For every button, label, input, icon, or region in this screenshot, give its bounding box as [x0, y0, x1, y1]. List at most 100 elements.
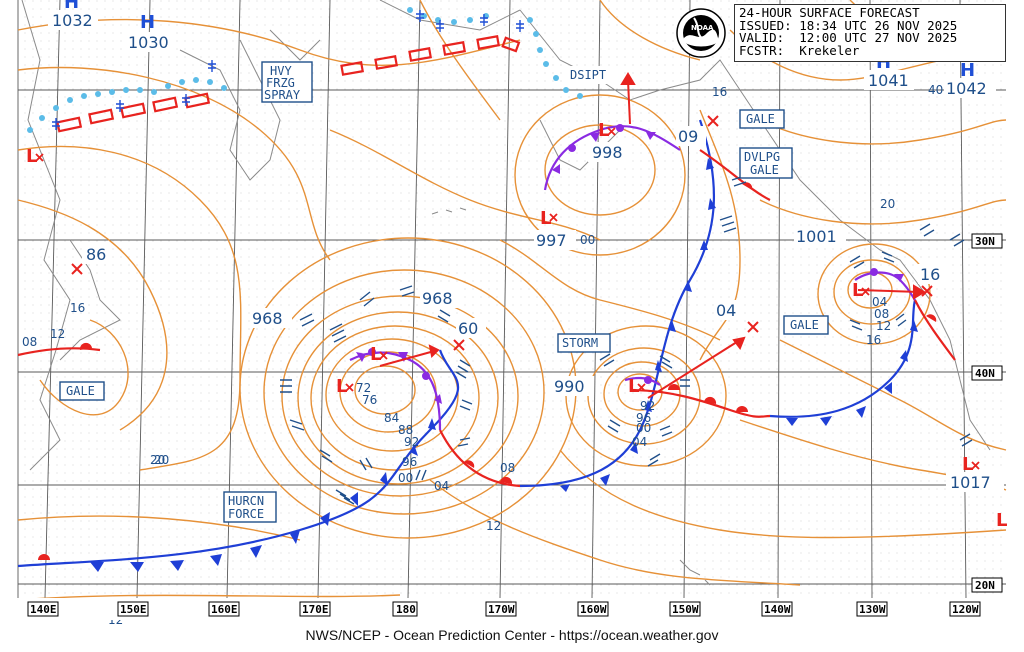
- high-letter-1032: H: [64, 0, 79, 13]
- forecast-forecaster: FCSTR: Krekeler: [739, 42, 860, 58]
- low-value-1001: 1001: [796, 227, 837, 246]
- isobar-label: 16: [70, 301, 85, 315]
- ice-edge: [27, 7, 583, 133]
- low-letter-edge: L: [996, 510, 1007, 531]
- isobar-label: 04: [434, 479, 449, 493]
- svg-text:NOAA: NOAA: [691, 24, 714, 32]
- low-letter-far-west: L: [26, 146, 37, 167]
- forecast-issued: ISSUED: 18:34 UTC 26 NOV 2025: [739, 17, 958, 33]
- lon-label: 120W: [952, 603, 979, 616]
- warning-hvy-frzg-spray-l1: HVY: [270, 64, 292, 78]
- isobar-label: 04: [872, 295, 887, 309]
- warning-storm: STORM: [562, 336, 598, 350]
- low-letter-1017: L: [962, 454, 973, 475]
- low-value-968a: 968: [252, 309, 283, 328]
- warning-hurcn-force-l1: HURCN: [228, 494, 264, 508]
- isobar-label: 12: [50, 327, 65, 341]
- warning-gale-2: GALE: [790, 318, 819, 332]
- isobar-label: 08: [22, 335, 37, 349]
- page-footer: NWS/NCEP - Ocean Prediction Center - htt…: [305, 627, 719, 643]
- high-letter-1042: H: [960, 60, 975, 81]
- warning-gale: GALE: [746, 112, 775, 126]
- isobar-label: 76: [362, 393, 377, 407]
- isobar-label: 00: [636, 421, 651, 435]
- pressure-labels: 1032 1030 1041 1042 1017 998 997 968 968…: [48, 10, 1004, 492]
- storm-wind-barbs: [280, 175, 973, 505]
- isobar-label: 16: [712, 85, 727, 99]
- warning-labels: HVY FRZG SPRAY GALE DVLPG GALE STORM GAL…: [59, 61, 829, 523]
- low-value-86: 86: [86, 245, 106, 264]
- low-value-09: 09: [678, 127, 698, 146]
- isobar-label: 92: [404, 435, 419, 449]
- warning-hurcn-force-l2: FORCE: [228, 507, 264, 521]
- warning-dvlpg-gale-l2: GALE: [750, 163, 779, 177]
- high-value-1030: 1030: [128, 33, 169, 52]
- isobar-label: 16: [866, 333, 881, 347]
- isobar-label: 96: [402, 455, 417, 469]
- occluded-front-symbols: [356, 124, 904, 404]
- high-letter-1030: H: [140, 12, 155, 33]
- isobar-label: 96: [636, 411, 651, 425]
- low-symbols: L L L L L L L L L: [26, 120, 1007, 531]
- low-letter-l997: L: [540, 208, 551, 229]
- isobar-label: 12: [876, 319, 891, 333]
- low-letter-l1001: L: [852, 280, 863, 301]
- lat-label: 30N: [975, 235, 995, 248]
- lon-label: 160E: [211, 603, 238, 616]
- freezing-spray-areas: [56, 35, 521, 133]
- isobar-label: 04: [632, 435, 647, 449]
- isobar-label: 00: [580, 233, 595, 247]
- lon-label: 160W: [580, 603, 607, 616]
- isobar-labels: 16 20 12 08 04 00 96 92 88 84 76 72 12 1…: [22, 83, 943, 627]
- high-value-1017: 1017: [950, 473, 991, 492]
- low-letter-l968b: L: [336, 376, 347, 397]
- low-value-60: 60: [458, 319, 478, 338]
- low-value-990: 990: [554, 377, 585, 396]
- latitude-axis: 30N 40N 20N: [971, 233, 1003, 593]
- warning-gale-3: GALE: [66, 384, 95, 398]
- longitude-axis: 140E 150E 160E 170E 180 170W 160W 150W 1…: [18, 598, 1006, 620]
- warning-hvy-frzg-spray-l2: FRZG: [266, 76, 295, 90]
- isobar-label: 72: [356, 381, 371, 395]
- lon-label: 140W: [764, 603, 791, 616]
- warning-hvy-frzg-spray-l3: SPRAY: [264, 88, 301, 102]
- lat-label: 20N: [975, 579, 995, 592]
- isobar-label: 92: [640, 399, 655, 413]
- lon-label: 180: [396, 603, 416, 616]
- isobar-label: 00: [398, 471, 413, 485]
- isobar-label: 88: [398, 423, 413, 437]
- high-value-1041: 1041: [868, 71, 909, 90]
- forecast-valid: VALID: 12:00 UTC 27 NOV 2025: [739, 30, 958, 45]
- isobar-label: 12: [486, 519, 501, 533]
- isobar-label: 84: [384, 411, 399, 425]
- low-value-16: 16: [920, 265, 940, 284]
- low-value-968b: 968: [422, 289, 453, 308]
- low-letter-l990: L: [628, 376, 639, 397]
- low-x-marks: [71, 115, 933, 351]
- forecast-title: 24-HOUR SURFACE FORECAST: [739, 5, 920, 20]
- ice-accretion-symbols: [52, 10, 524, 130]
- low-value-997: 997: [536, 231, 567, 250]
- forecast-info-box: 24-HOUR SURFACE FORECAST ISSUED: 18:34 U…: [734, 4, 1006, 62]
- isobar-label: 20: [150, 453, 165, 467]
- lon-label: 130W: [859, 603, 886, 616]
- lon-label: 170W: [488, 603, 515, 616]
- low-center-x: [35, 127, 980, 470]
- lon-label: 170E: [302, 603, 329, 616]
- low-value-04: 04: [716, 301, 736, 320]
- lon-label: 150E: [120, 603, 147, 616]
- low-letter-l968: L: [370, 344, 381, 365]
- cold-front-teeth: [90, 158, 918, 572]
- high-value-1042: 1042: [946, 79, 987, 98]
- isobar-label: 20: [154, 453, 169, 467]
- noaa-logo: NOAA: [676, 8, 726, 58]
- lon-label: 140E: [30, 603, 57, 616]
- isobar-label: 08: [500, 461, 515, 475]
- high-value-1032: 1032: [52, 11, 93, 30]
- isobar-label: 40: [928, 83, 943, 97]
- lat-label: 40N: [975, 367, 995, 380]
- lon-label: 150W: [672, 603, 699, 616]
- low-value-998: 998: [592, 143, 623, 162]
- warning-dvlpg-gale-l1: DVLPG: [744, 150, 780, 164]
